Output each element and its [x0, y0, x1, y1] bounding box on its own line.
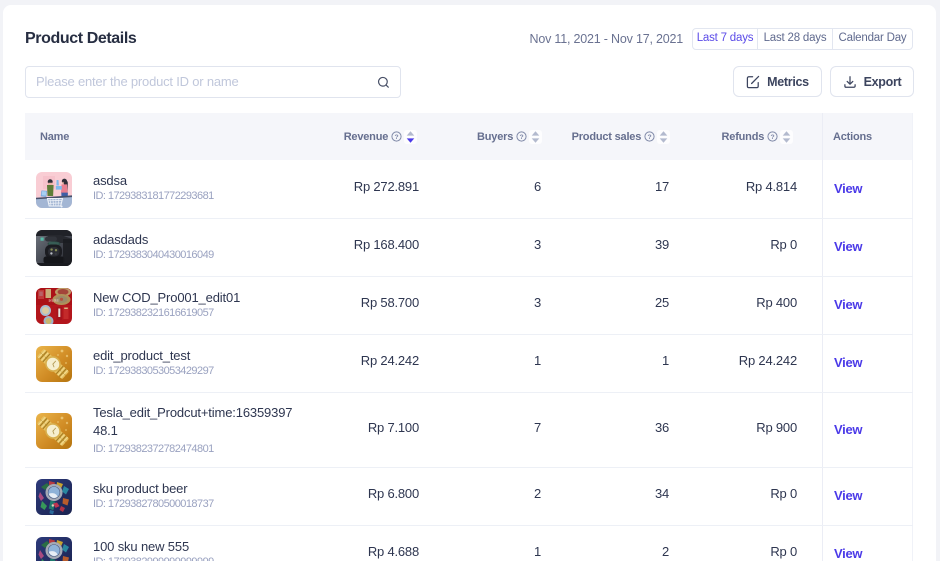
- svg-text:?: ?: [648, 134, 652, 141]
- svg-text:新年快乐: 新年快乐: [49, 299, 60, 303]
- svg-text:?: ?: [520, 134, 524, 141]
- svg-text:?: ?: [395, 134, 399, 141]
- svg-text:?: ?: [771, 134, 775, 141]
